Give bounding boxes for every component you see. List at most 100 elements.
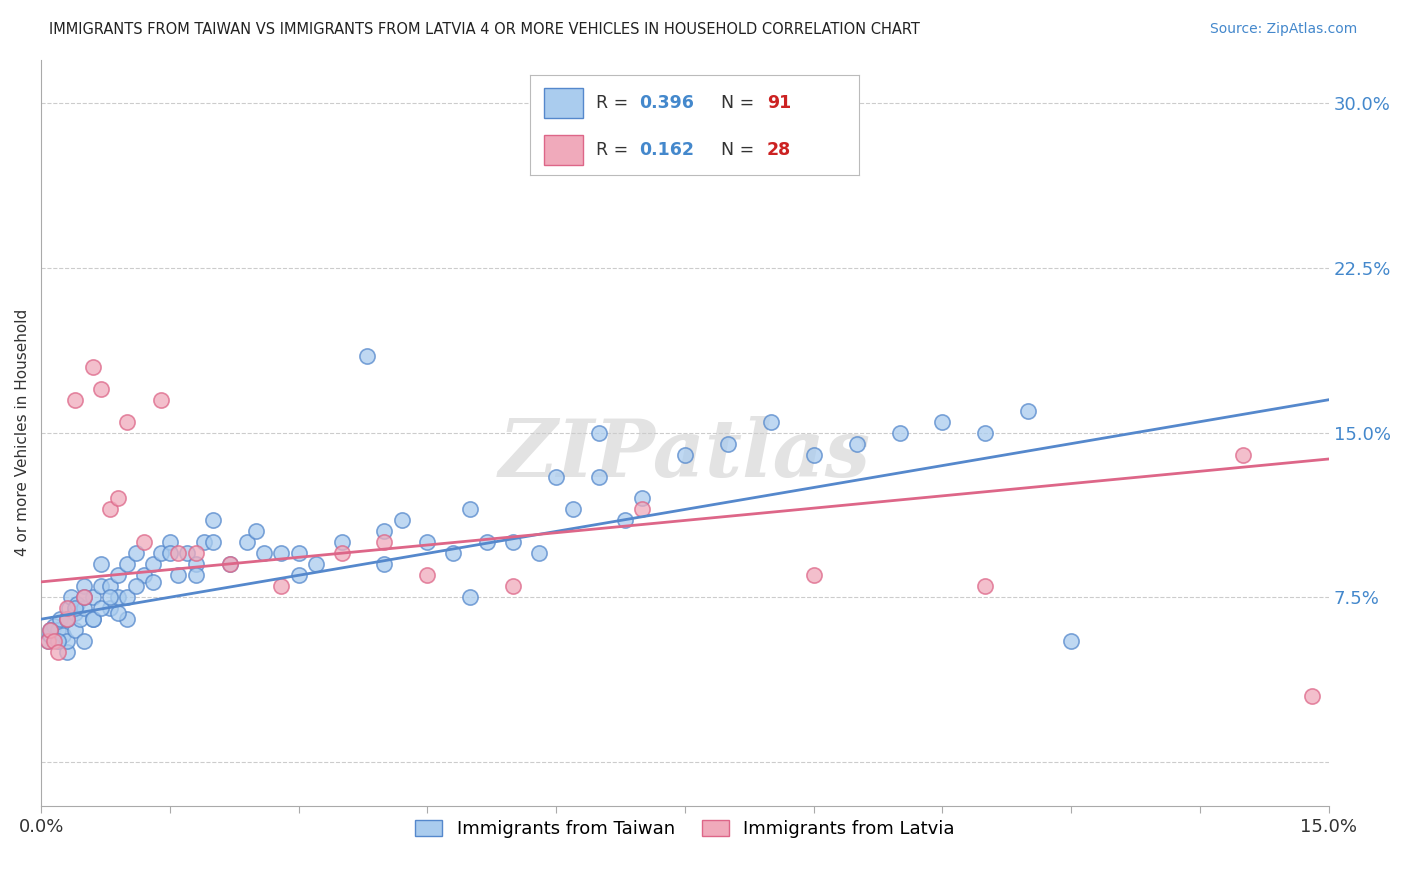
Point xyxy=(134,568,156,582)
Point xyxy=(717,436,740,450)
Point xyxy=(65,392,87,407)
Point xyxy=(65,601,87,615)
Point xyxy=(236,535,259,549)
Point xyxy=(416,535,439,549)
Point xyxy=(416,568,439,582)
Point xyxy=(73,579,96,593)
Point xyxy=(219,558,242,572)
Point xyxy=(305,558,328,572)
Point xyxy=(931,415,953,429)
Point xyxy=(107,491,129,506)
Point xyxy=(1017,403,1039,417)
Point xyxy=(73,591,96,605)
Y-axis label: 4 or more Vehicles in Household: 4 or more Vehicles in Household xyxy=(15,309,30,557)
Point xyxy=(56,612,79,626)
Point xyxy=(184,558,207,572)
Point xyxy=(69,612,91,626)
Point xyxy=(66,597,89,611)
Point xyxy=(56,645,79,659)
Point xyxy=(38,627,60,641)
Point xyxy=(65,623,87,637)
Point xyxy=(65,606,87,620)
Point xyxy=(82,359,104,374)
Point xyxy=(98,591,121,605)
Point xyxy=(115,591,138,605)
Point xyxy=(330,546,353,560)
Point xyxy=(613,513,636,527)
Point xyxy=(42,619,65,633)
Point xyxy=(460,591,482,605)
Point xyxy=(98,579,121,593)
Point xyxy=(107,591,129,605)
Point xyxy=(270,579,292,593)
Point xyxy=(90,601,112,615)
Point xyxy=(159,535,181,549)
Point xyxy=(167,568,190,582)
Point xyxy=(201,535,224,549)
Point xyxy=(56,634,79,648)
Point xyxy=(460,502,482,516)
Point xyxy=(477,535,499,549)
Point xyxy=(270,546,292,560)
Point xyxy=(1060,634,1083,648)
Point xyxy=(287,568,309,582)
Point xyxy=(73,634,96,648)
Point xyxy=(90,382,112,396)
Point xyxy=(60,591,83,605)
Point xyxy=(330,535,353,549)
Point xyxy=(193,535,215,549)
Point xyxy=(46,634,69,648)
Point xyxy=(37,634,59,648)
Point xyxy=(631,502,654,516)
Point xyxy=(588,469,610,483)
Point xyxy=(73,591,96,605)
Point xyxy=(98,502,121,516)
Point xyxy=(150,546,173,560)
Point xyxy=(502,579,524,593)
Point xyxy=(159,546,181,560)
Point xyxy=(42,634,65,648)
Point xyxy=(845,436,868,450)
Point xyxy=(115,415,138,429)
Point xyxy=(974,425,997,440)
Point xyxy=(134,535,156,549)
Point xyxy=(546,469,568,483)
Text: Source: ZipAtlas.com: Source: ZipAtlas.com xyxy=(1209,22,1357,37)
Point xyxy=(124,546,146,560)
Point xyxy=(167,546,190,560)
Point xyxy=(356,349,378,363)
Point xyxy=(115,558,138,572)
Point xyxy=(107,568,129,582)
Point xyxy=(391,513,413,527)
Point xyxy=(52,627,75,641)
Point xyxy=(441,546,464,560)
Point xyxy=(502,535,524,549)
Point xyxy=(373,524,395,539)
Point xyxy=(98,601,121,615)
Point xyxy=(150,392,173,407)
Point xyxy=(38,623,60,637)
Point xyxy=(49,612,72,626)
Point xyxy=(184,546,207,560)
Point xyxy=(889,425,911,440)
Point xyxy=(974,579,997,593)
Point xyxy=(142,558,165,572)
Point xyxy=(38,623,60,637)
Point xyxy=(287,546,309,560)
Point xyxy=(631,491,654,506)
Point xyxy=(201,513,224,527)
Point xyxy=(37,634,59,648)
Point xyxy=(373,535,395,549)
Point xyxy=(115,612,138,626)
Point xyxy=(46,634,69,648)
Point xyxy=(588,425,610,440)
Point xyxy=(46,623,69,637)
Point xyxy=(142,574,165,589)
Point xyxy=(1232,448,1254,462)
Point xyxy=(803,448,825,462)
Point xyxy=(90,579,112,593)
Text: IMMIGRANTS FROM TAIWAN VS IMMIGRANTS FROM LATVIA 4 OR MORE VEHICLES IN HOUSEHOLD: IMMIGRANTS FROM TAIWAN VS IMMIGRANTS FRO… xyxy=(49,22,920,37)
Point xyxy=(562,502,585,516)
Point xyxy=(759,415,782,429)
Point xyxy=(107,606,129,620)
